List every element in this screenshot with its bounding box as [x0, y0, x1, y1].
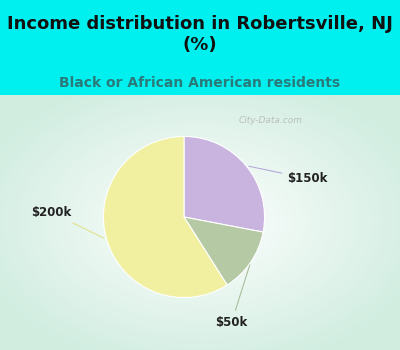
- Wedge shape: [184, 217, 263, 285]
- Text: City-Data.com: City-Data.com: [239, 116, 303, 125]
- Text: $200k: $200k: [31, 206, 104, 238]
- Wedge shape: [184, 136, 264, 232]
- Text: $50k: $50k: [216, 265, 250, 329]
- Text: Income distribution in Robertsville, NJ
(%): Income distribution in Robertsville, NJ …: [7, 15, 393, 54]
- Text: $150k: $150k: [249, 166, 328, 185]
- Wedge shape: [104, 136, 227, 298]
- Text: Black or African American residents: Black or African American residents: [60, 76, 340, 90]
